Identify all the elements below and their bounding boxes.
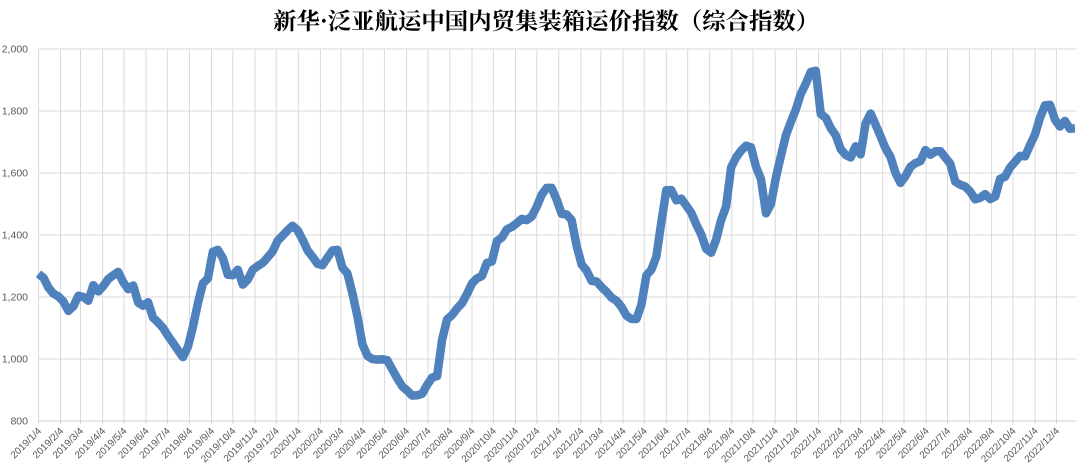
svg-text:2,000: 2,000 <box>2 44 28 56</box>
svg-text:1,800: 1,800 <box>2 106 28 118</box>
svg-text:1,400: 1,400 <box>2 230 28 242</box>
svg-text:1,200: 1,200 <box>2 292 28 304</box>
svg-text:800: 800 <box>10 416 28 428</box>
svg-text:1,000: 1,000 <box>2 354 28 366</box>
svg-text:1,600: 1,600 <box>2 168 28 180</box>
